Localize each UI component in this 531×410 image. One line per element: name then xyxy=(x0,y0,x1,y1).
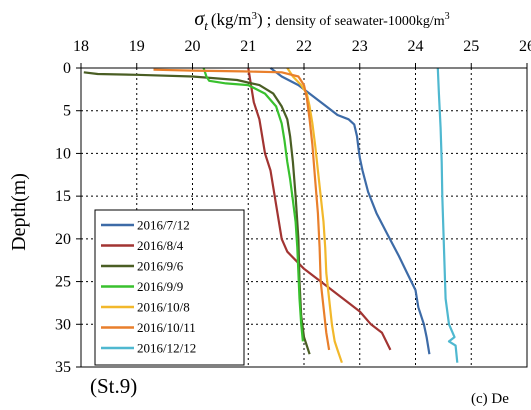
y-tick-label: 30 xyxy=(55,316,71,333)
title-desc-sup: 3 xyxy=(445,11,450,22)
legend: 2016/7/12 2016/8/4 2016/9/6 2016/9/9 2016/10… xyxy=(94,209,245,366)
series-line xyxy=(247,67,392,351)
plot-border xyxy=(80,67,528,368)
station-label: (St.9) xyxy=(90,374,137,398)
title-description: density of seawater-1000kg/m xyxy=(275,14,444,29)
y-tick-label: 5 xyxy=(63,103,71,120)
legend-label: 2016/9/9 xyxy=(137,279,183,294)
chart-title: σt (kg/m3); density of seawater-1000kg/m3 xyxy=(194,8,449,33)
legend-label: 2016/12/12 xyxy=(137,341,196,356)
x-tick-label: 21 xyxy=(240,38,256,55)
y-tick-label: 35 xyxy=(55,359,71,376)
series-line xyxy=(202,67,304,342)
x-tick-label: 19 xyxy=(129,38,145,55)
x-tick-label: 23 xyxy=(352,38,368,55)
legend-label: 2016/7/12 xyxy=(137,218,190,233)
x-tick-label: 20 xyxy=(185,38,201,55)
legend-label: 2016/9/6 xyxy=(137,259,184,274)
x-tick-label: 18 xyxy=(73,38,89,55)
y-tick-label: 0 xyxy=(63,60,71,77)
x-tick-label: 26 xyxy=(519,38,531,55)
title-unit-sup: 3 xyxy=(251,10,257,22)
series-line xyxy=(269,67,431,355)
y-tick-labels: 0 5 10 15 20 25 30 35 xyxy=(55,60,71,376)
data-series xyxy=(83,67,459,364)
y-tick-label: 10 xyxy=(55,145,71,162)
legend-label: 2016/10/8 xyxy=(137,300,190,315)
title-unit-close: ) xyxy=(257,10,263,29)
x-tick-label: 24 xyxy=(408,38,424,55)
panel-caption: (c) De xyxy=(471,391,509,407)
y-axis-label: Depth(m) xyxy=(8,173,30,251)
title-subscript: t xyxy=(204,18,208,33)
y-tick-label: 20 xyxy=(55,231,71,248)
title-symbol: σ xyxy=(194,8,205,30)
title-unit: (kg/m xyxy=(211,10,252,29)
legend-label: 2016/10/11 xyxy=(137,320,196,335)
grid-lines xyxy=(76,63,528,368)
series-line xyxy=(153,68,331,351)
x-tick-label: 22 xyxy=(296,38,312,55)
series-line xyxy=(436,67,459,363)
x-tick-labels: 18 19 20 21 22 23 24 25 26 xyxy=(73,38,531,55)
x-tick-label: 25 xyxy=(463,38,479,55)
y-tick-label: 25 xyxy=(55,274,71,291)
legend-label: 2016/8/4 xyxy=(137,238,184,253)
title-separator: ; xyxy=(267,10,272,29)
y-tick-label: 15 xyxy=(55,188,71,205)
